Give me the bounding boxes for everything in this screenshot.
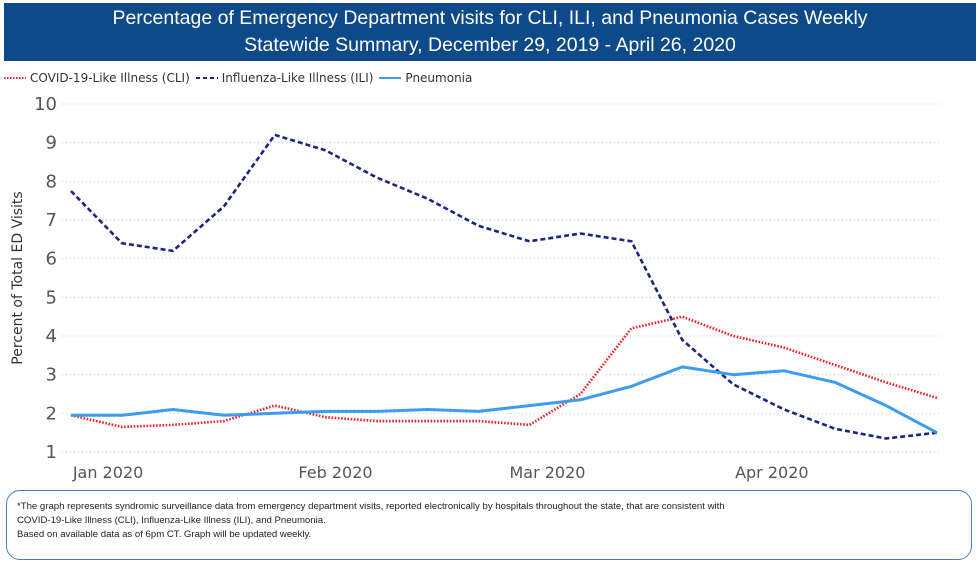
series-0 [70, 315, 938, 429]
data-point [885, 437, 887, 439]
footnote-line-3: Based on available data as of 6pm CT. Gr… [17, 529, 312, 540]
y-tick-label: 4 [46, 326, 57, 347]
data-point [477, 410, 479, 412]
data-point [783, 370, 785, 372]
data-point [325, 410, 327, 412]
data-point [732, 383, 734, 385]
data-point [375, 420, 377, 422]
legend-label-ili: Influenza-Like Illness (ILI) [221, 71, 374, 85]
line-chart: 1 2 3 4 5 6 7 8 9 10 Jan 2020 Feb 2020 Mar 2020 Apr … [10, 94, 940, 482]
data-point [426, 420, 428, 422]
series-lines [70, 133, 938, 440]
data-point [172, 424, 174, 426]
data-point [936, 431, 938, 433]
footnote-line-1: *The graph represents syndromic surveill… [17, 501, 725, 512]
legend-item-pneumonia[interactable]: Pneumonia [379, 70, 472, 86]
data-point [579, 232, 581, 234]
y-axis-ticks: 1 2 3 4 5 6 7 8 9 10 [34, 94, 57, 463]
data-point [325, 416, 327, 418]
legend-dashed-line-icon [195, 77, 218, 79]
data-point [630, 385, 632, 387]
data-point [885, 404, 887, 406]
data-point [579, 393, 581, 395]
y-tick-label: 1 [46, 442, 57, 463]
legend: COVID-19-Like Illness (CLI) Influenza-Li… [4, 70, 472, 86]
legend-item-cli[interactable]: COVID-19-Like Illness (CLI) [4, 70, 190, 86]
data-point [223, 420, 225, 422]
series-line [71, 365, 938, 435]
x-tick-label: Feb 2020 [298, 463, 372, 482]
gridlines [62, 103, 940, 453]
y-tick-label: 8 [46, 171, 57, 192]
y-tick-label: 7 [46, 210, 57, 231]
data-point [172, 408, 174, 410]
data-point [834, 364, 836, 366]
data-point [121, 242, 123, 244]
data-point [325, 149, 327, 151]
footnote-line-2: COVID-19-Like Illness (CLI), Influenza-L… [17, 515, 326, 526]
data-point [936, 397, 938, 399]
series-1 [70, 133, 938, 440]
legend-item-ili[interactable]: Influenza-Like Illness (ILI) [195, 70, 374, 86]
data-point [121, 426, 123, 428]
y-tick-label: 5 [46, 287, 57, 308]
data-point [834, 381, 836, 383]
series-line [70, 133, 938, 440]
data-point [121, 414, 123, 416]
chart-title-banner: Percentage of Emergency Department visit… [4, 3, 976, 61]
data-point [223, 205, 225, 207]
legend-label-pneumonia: Pneumonia [405, 71, 473, 85]
y-axis-label: Percent of Total ED Visits [10, 191, 26, 364]
x-axis-ticks: Jan 2020 Feb 2020 Mar 2020 Apr 2020 [72, 463, 809, 482]
data-point [274, 134, 276, 136]
data-point [375, 410, 377, 412]
y-tick-label: 2 [46, 403, 57, 424]
data-point [885, 381, 887, 383]
y-tick-label: 9 [46, 133, 57, 154]
x-tick-label: Mar 2020 [509, 463, 585, 482]
data-point [732, 373, 734, 375]
data-point [426, 408, 428, 410]
data-point [477, 225, 479, 227]
data-point [528, 240, 530, 242]
data-point [274, 404, 276, 406]
y-tick-label: 6 [46, 249, 57, 270]
x-tick-label: Jan 2020 [72, 463, 143, 482]
data-point [70, 414, 72, 416]
data-point [528, 424, 530, 426]
x-tick-label: Apr 2020 [735, 463, 808, 482]
data-point [172, 250, 174, 252]
legend-dotted-line-icon [4, 77, 26, 79]
y-tick-label: 3 [46, 365, 57, 386]
data-point [732, 335, 734, 337]
data-point [274, 412, 276, 414]
data-point [630, 240, 632, 242]
chart-title-line-1: Percentage of Emergency Department visit… [112, 7, 868, 29]
data-point [630, 327, 632, 329]
chart-title-line-2: Statewide Summary, December 29, 2019 - A… [244, 34, 736, 56]
data-point [681, 339, 683, 341]
data-point [70, 190, 72, 192]
y-tick-label: 10 [34, 94, 57, 115]
data-point [783, 346, 785, 348]
series-line [70, 315, 938, 429]
data-point [681, 366, 683, 368]
data-point [681, 315, 683, 317]
data-point [375, 176, 377, 178]
data-point [834, 428, 836, 430]
footnote-box: *The graph represents syndromic surveill… [6, 490, 972, 560]
data-point [528, 404, 530, 406]
data-point [783, 408, 785, 410]
data-point [477, 420, 479, 422]
data-point [426, 198, 428, 200]
legend-label-cli: COVID-19-Like Illness (CLI) [30, 71, 190, 85]
series-2 [70, 365, 938, 435]
data-point [579, 399, 581, 401]
data-point [223, 414, 225, 416]
legend-solid-line-icon [379, 77, 402, 79]
